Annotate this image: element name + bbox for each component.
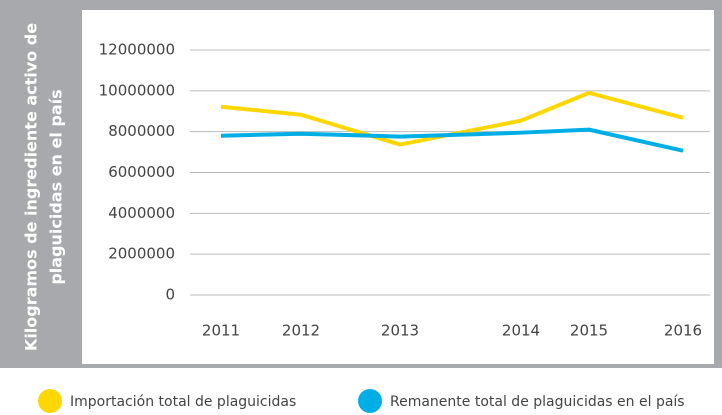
y-axis-label: Kilogramos de ingrediente activo de	[22, 23, 41, 351]
series-line	[220, 90, 684, 147]
x-tick-label: 2015	[570, 322, 608, 340]
frame-top	[0, 0, 722, 10]
series-line	[220, 127, 684, 153]
x-tick-label: 2016	[664, 322, 702, 340]
legend-swatch	[38, 389, 62, 413]
legend-swatch	[358, 389, 382, 413]
y-tick-label: 0	[165, 286, 175, 304]
y-axis-label: plaguicidas en el país	[47, 89, 66, 284]
x-tick-label: 2013	[381, 322, 419, 340]
y-tick-label: 4000000	[108, 204, 175, 222]
y-tick-label: 8000000	[108, 122, 175, 140]
x-tick-label: 2011	[202, 322, 240, 340]
x-tick-label: 2014	[502, 322, 540, 340]
frame-right	[714, 0, 722, 368]
y-tick-label: 6000000	[108, 163, 175, 181]
frame-bottom	[0, 364, 722, 368]
y-tick-label: 2000000	[108, 245, 175, 263]
legend-label: Importación total de plaguicidas	[70, 394, 296, 410]
y-tick-label: 12000000	[99, 41, 175, 59]
legend-label: Remanente total de plaguicidas en el paí…	[390, 394, 685, 410]
frame-left	[0, 0, 82, 368]
y-tick-label: 10000000	[99, 81, 175, 99]
x-tick-label: 2012	[282, 322, 320, 340]
